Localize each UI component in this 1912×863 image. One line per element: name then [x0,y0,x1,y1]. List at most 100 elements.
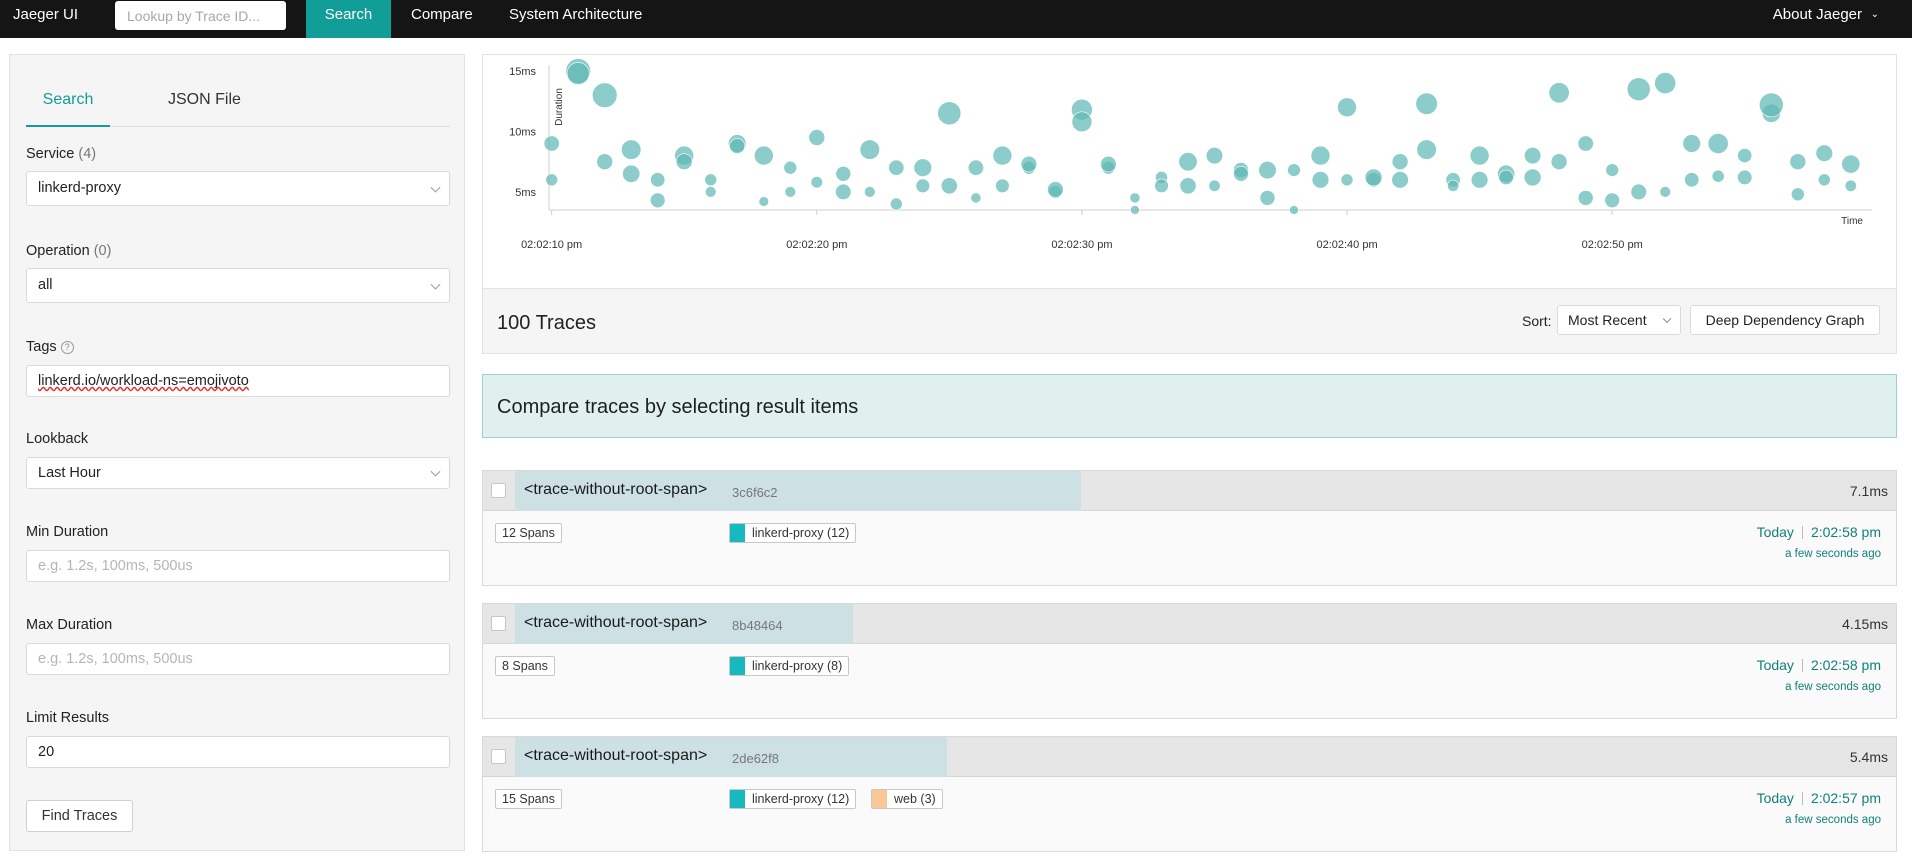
lookback-select[interactable]: Last Hour [26,457,450,489]
trace-day: Today [1756,790,1794,806]
trace-select-checkbox[interactable] [491,616,506,631]
find-traces-button[interactable]: Find Traces [26,800,133,832]
trace-point [1577,135,1594,152]
trace-day: Today [1756,524,1794,540]
trace-result-item[interactable]: <trace-without-root-span> 2de62f8 5.4ms … [482,736,1897,852]
trace-point [1626,77,1651,102]
trace-point [859,139,880,160]
deep-dependency-graph-button[interactable]: Deep Dependency Graph [1690,305,1880,335]
chevron-down-icon [430,466,441,477]
service-badge-label: linkerd-proxy (12) [752,792,850,806]
trace-point [1470,171,1489,189]
limit-results-value: 20 [38,744,55,760]
tab-json-file[interactable]: JSON File [168,90,241,108]
tags-input[interactable]: linkerd.io/workload-ns=emojivoto [26,365,450,397]
service-badge: linkerd-proxy (8) [729,656,850,676]
trace-result-item[interactable]: <trace-without-root-span> 8b48464 4.15ms… [482,603,1897,719]
trace-point [1684,172,1700,188]
service-select[interactable]: linkerd-proxy [26,171,450,206]
trace-id: 8b48464 [732,618,783,633]
trace-select-checkbox[interactable] [491,483,506,498]
chevron-down-icon[interactable]: ⌄ [1870,9,1879,20]
trace-name[interactable]: <trace-without-root-span> [524,747,708,764]
service-value: linkerd-proxy [38,180,121,196]
trace-point [591,82,618,108]
trace-time: 2:02:57 pm [1810,790,1881,806]
trace-point [621,139,642,160]
nav-system-architecture[interactable]: System Architecture [509,6,643,23]
trace-duration: 7.1ms [1849,483,1888,499]
trace-point [1289,205,1299,215]
trace-id: 2de62f8 [732,751,779,766]
span-count-badge: 12 Spans [495,523,562,543]
trace-point [915,178,930,194]
brand-logo[interactable]: Jaeger UI [13,6,79,23]
nav-compare[interactable]: Compare [411,6,473,23]
trace-relative-time: a few seconds ago [1785,814,1881,826]
sort-value: Most Recent [1568,312,1647,328]
trace-point [835,183,852,200]
trace-point [753,145,774,166]
trace-point [1258,160,1277,180]
x-tick-label: 02:02:40 pm [1316,239,1377,251]
trace-header: <trace-without-root-span> 3c6f6c2 7.1ms [483,471,1896,511]
operation-value: all [38,277,53,293]
question-circle-icon[interactable]: ? [60,341,74,354]
x-axis-label: Time [1841,216,1863,227]
tab-json-file-label: JSON File [168,91,241,108]
service-color-swatch [730,657,745,675]
trace-point [1178,152,1198,172]
trace-duration: 5.4ms [1849,749,1888,765]
trace-point [940,177,958,195]
service-badge-label: linkerd-proxy (8) [752,659,843,673]
trace-point [1707,133,1729,154]
trace-point [1100,155,1117,173]
trace-point [596,153,613,170]
service-color-swatch [730,524,745,542]
trace-point [1416,139,1437,160]
chevron-down-icon [1662,314,1672,324]
trace-duration-bar [515,737,948,777]
lookback-label: Lookback [26,431,89,447]
compare-banner: Compare traces by selecting result items [482,374,1897,438]
trace-point [995,178,1010,194]
trace-point [566,62,590,85]
compare-banner-text: Compare traces by selecting result items [497,396,859,418]
tab-search[interactable]: Search [26,90,110,127]
x-tick-label: 02:02:10 pm [521,239,582,251]
limit-results-input[interactable]: 20 [26,736,450,768]
trace-duration-bar [515,604,854,644]
trace-select-checkbox[interactable] [491,749,506,764]
trace-point [1364,168,1383,187]
trace-duration-bar [515,471,1082,511]
sort-select[interactable]: Most Recent [1557,305,1681,335]
trace-point [729,138,746,154]
nav-search[interactable]: Search [306,0,391,38]
trace-point [675,153,693,170]
trace-point [1630,183,1647,200]
trace-point [545,173,558,187]
trace-name[interactable]: <trace-without-root-span> [524,481,708,498]
trace-point [1737,148,1753,163]
trace-header: <trace-without-root-span> 2de62f8 5.4ms [483,737,1896,777]
trace-name[interactable]: <trace-without-root-span> [524,614,708,631]
trace-id-lookup-input[interactable] [115,1,286,30]
service-color-swatch [730,790,745,808]
min-duration-input[interactable] [26,550,450,582]
operation-select[interactable]: all [26,268,450,303]
service-badge: web (3) [871,789,943,809]
tags-label: Tags? [26,339,74,355]
trace-result-item[interactable]: <trace-without-root-span> 3c6f6c2 7.1ms … [482,470,1897,586]
trace-point [1179,177,1197,195]
service-color-swatch [872,790,887,808]
nav-about-jaeger[interactable]: About Jaeger [1772,6,1862,23]
max-duration-input[interactable] [26,643,450,675]
trace-point [1130,205,1140,215]
trace-point [1550,153,1568,170]
tags-value: linkerd.io/workload-ns=emojivoto [38,373,249,389]
trace-point [835,166,852,182]
y-tick-label: 5ms [515,187,536,199]
span-count-badge: 8 Spans [495,656,555,676]
scatter-plot-svg: 02:02:10 pm 02:02:20 pm 02:02:30 pm 02:02:4… [509,58,1872,251]
trace-point [543,135,560,152]
